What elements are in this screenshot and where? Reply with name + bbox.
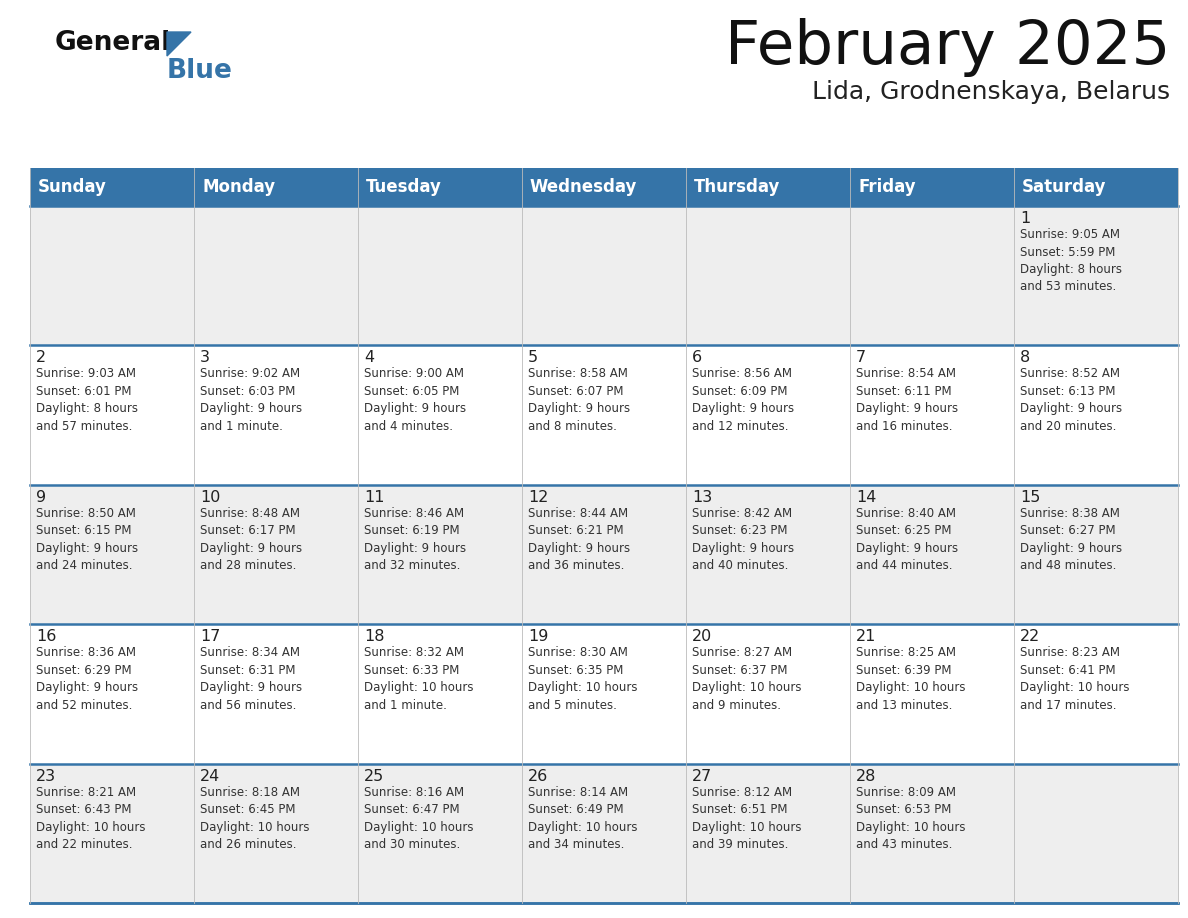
- Bar: [30, 485, 1178, 624]
- Text: 28: 28: [857, 768, 877, 784]
- Text: Sunrise: 9:02 AM
Sunset: 6:03 PM
Daylight: 9 hours
and 1 minute.: Sunrise: 9:02 AM Sunset: 6:03 PM Dayligh…: [200, 367, 302, 433]
- Text: 19: 19: [527, 629, 549, 644]
- Text: Sunrise: 8:21 AM
Sunset: 6:43 PM
Daylight: 10 hours
and 22 minutes.: Sunrise: 8:21 AM Sunset: 6:43 PM Dayligh…: [36, 786, 145, 851]
- Bar: [30, 764, 1178, 903]
- Text: Sunrise: 8:46 AM
Sunset: 6:19 PM
Daylight: 9 hours
and 32 minutes.: Sunrise: 8:46 AM Sunset: 6:19 PM Dayligh…: [364, 507, 466, 572]
- Text: 3: 3: [200, 351, 210, 365]
- Text: 13: 13: [691, 490, 713, 505]
- Text: Sunrise: 8:44 AM
Sunset: 6:21 PM
Daylight: 9 hours
and 36 minutes.: Sunrise: 8:44 AM Sunset: 6:21 PM Dayligh…: [527, 507, 630, 572]
- Text: Sunrise: 8:12 AM
Sunset: 6:51 PM
Daylight: 10 hours
and 39 minutes.: Sunrise: 8:12 AM Sunset: 6:51 PM Dayligh…: [691, 786, 802, 851]
- Text: 2: 2: [36, 351, 46, 365]
- Text: Sunrise: 8:36 AM
Sunset: 6:29 PM
Daylight: 9 hours
and 52 minutes.: Sunrise: 8:36 AM Sunset: 6:29 PM Dayligh…: [36, 646, 138, 711]
- Text: Tuesday: Tuesday: [366, 178, 442, 196]
- Text: Sunrise: 8:14 AM
Sunset: 6:49 PM
Daylight: 10 hours
and 34 minutes.: Sunrise: 8:14 AM Sunset: 6:49 PM Dayligh…: [527, 786, 638, 851]
- Text: 14: 14: [857, 490, 877, 505]
- Text: 7: 7: [857, 351, 866, 365]
- Text: Sunrise: 8:32 AM
Sunset: 6:33 PM
Daylight: 10 hours
and 1 minute.: Sunrise: 8:32 AM Sunset: 6:33 PM Dayligh…: [364, 646, 474, 711]
- Text: 20: 20: [691, 629, 713, 644]
- Text: Sunrise: 8:48 AM
Sunset: 6:17 PM
Daylight: 9 hours
and 28 minutes.: Sunrise: 8:48 AM Sunset: 6:17 PM Dayligh…: [200, 507, 302, 572]
- Text: 12: 12: [527, 490, 549, 505]
- Text: Sunday: Sunday: [38, 178, 107, 196]
- Text: Sunrise: 8:34 AM
Sunset: 6:31 PM
Daylight: 9 hours
and 56 minutes.: Sunrise: 8:34 AM Sunset: 6:31 PM Dayligh…: [200, 646, 302, 711]
- Text: 17: 17: [200, 629, 221, 644]
- Text: Blue: Blue: [168, 58, 233, 84]
- Text: Lida, Grodnenskaya, Belarus: Lida, Grodnenskaya, Belarus: [811, 80, 1170, 104]
- Text: Sunrise: 8:56 AM
Sunset: 6:09 PM
Daylight: 9 hours
and 12 minutes.: Sunrise: 8:56 AM Sunset: 6:09 PM Dayligh…: [691, 367, 794, 433]
- Text: Sunrise: 9:00 AM
Sunset: 6:05 PM
Daylight: 9 hours
and 4 minutes.: Sunrise: 9:00 AM Sunset: 6:05 PM Dayligh…: [364, 367, 466, 433]
- Text: Sunrise: 8:40 AM
Sunset: 6:25 PM
Daylight: 9 hours
and 44 minutes.: Sunrise: 8:40 AM Sunset: 6:25 PM Dayligh…: [857, 507, 959, 572]
- Text: 1: 1: [1020, 211, 1030, 226]
- Text: 25: 25: [364, 768, 384, 784]
- Text: Sunrise: 8:23 AM
Sunset: 6:41 PM
Daylight: 10 hours
and 17 minutes.: Sunrise: 8:23 AM Sunset: 6:41 PM Dayligh…: [1020, 646, 1130, 711]
- Text: Sunrise: 8:58 AM
Sunset: 6:07 PM
Daylight: 9 hours
and 8 minutes.: Sunrise: 8:58 AM Sunset: 6:07 PM Dayligh…: [527, 367, 630, 433]
- Text: 9: 9: [36, 490, 46, 505]
- Text: Thursday: Thursday: [694, 178, 781, 196]
- Text: 27: 27: [691, 768, 713, 784]
- Text: 22: 22: [1020, 629, 1041, 644]
- Text: 6: 6: [691, 351, 702, 365]
- Text: Sunrise: 8:38 AM
Sunset: 6:27 PM
Daylight: 9 hours
and 48 minutes.: Sunrise: 8:38 AM Sunset: 6:27 PM Dayligh…: [1020, 507, 1123, 572]
- Text: Sunrise: 8:16 AM
Sunset: 6:47 PM
Daylight: 10 hours
and 30 minutes.: Sunrise: 8:16 AM Sunset: 6:47 PM Dayligh…: [364, 786, 474, 851]
- Text: 10: 10: [200, 490, 221, 505]
- Text: Sunrise: 8:30 AM
Sunset: 6:35 PM
Daylight: 10 hours
and 5 minutes.: Sunrise: 8:30 AM Sunset: 6:35 PM Dayligh…: [527, 646, 638, 711]
- Bar: [358, 168, 522, 206]
- Text: Friday: Friday: [858, 178, 916, 196]
- Text: Sunrise: 8:25 AM
Sunset: 6:39 PM
Daylight: 10 hours
and 13 minutes.: Sunrise: 8:25 AM Sunset: 6:39 PM Dayligh…: [857, 646, 966, 711]
- Text: February 2025: February 2025: [725, 18, 1170, 77]
- Text: 4: 4: [364, 351, 374, 365]
- Bar: [30, 345, 1178, 485]
- Text: General: General: [55, 30, 171, 56]
- Bar: [685, 168, 849, 206]
- Text: 8: 8: [1020, 351, 1030, 365]
- Text: 26: 26: [527, 768, 548, 784]
- Text: 21: 21: [857, 629, 877, 644]
- Bar: [194, 168, 358, 206]
- Bar: [522, 168, 685, 206]
- Bar: [30, 624, 1178, 764]
- Text: Sunrise: 8:42 AM
Sunset: 6:23 PM
Daylight: 9 hours
and 40 minutes.: Sunrise: 8:42 AM Sunset: 6:23 PM Dayligh…: [691, 507, 794, 572]
- Text: 24: 24: [200, 768, 220, 784]
- Text: 18: 18: [364, 629, 385, 644]
- Text: Sunrise: 8:52 AM
Sunset: 6:13 PM
Daylight: 9 hours
and 20 minutes.: Sunrise: 8:52 AM Sunset: 6:13 PM Dayligh…: [1020, 367, 1123, 433]
- Text: Sunrise: 8:27 AM
Sunset: 6:37 PM
Daylight: 10 hours
and 9 minutes.: Sunrise: 8:27 AM Sunset: 6:37 PM Dayligh…: [691, 646, 802, 711]
- Bar: [30, 206, 1178, 345]
- Text: Sunrise: 8:54 AM
Sunset: 6:11 PM
Daylight: 9 hours
and 16 minutes.: Sunrise: 8:54 AM Sunset: 6:11 PM Dayligh…: [857, 367, 959, 433]
- Bar: [849, 168, 1015, 206]
- Text: 5: 5: [527, 351, 538, 365]
- Text: 16: 16: [36, 629, 56, 644]
- Text: 15: 15: [1020, 490, 1041, 505]
- Text: 23: 23: [36, 768, 56, 784]
- Text: 11: 11: [364, 490, 385, 505]
- Bar: [30, 168, 194, 206]
- Bar: [1015, 168, 1178, 206]
- Text: Sunrise: 8:09 AM
Sunset: 6:53 PM
Daylight: 10 hours
and 43 minutes.: Sunrise: 8:09 AM Sunset: 6:53 PM Dayligh…: [857, 786, 966, 851]
- Text: Monday: Monday: [202, 178, 276, 196]
- Text: Wednesday: Wednesday: [530, 178, 638, 196]
- Text: Sunrise: 8:50 AM
Sunset: 6:15 PM
Daylight: 9 hours
and 24 minutes.: Sunrise: 8:50 AM Sunset: 6:15 PM Dayligh…: [36, 507, 138, 572]
- Text: Saturday: Saturday: [1022, 178, 1106, 196]
- Polygon shape: [168, 32, 191, 56]
- Text: Sunrise: 8:18 AM
Sunset: 6:45 PM
Daylight: 10 hours
and 26 minutes.: Sunrise: 8:18 AM Sunset: 6:45 PM Dayligh…: [200, 786, 310, 851]
- Text: Sunrise: 9:03 AM
Sunset: 6:01 PM
Daylight: 8 hours
and 57 minutes.: Sunrise: 9:03 AM Sunset: 6:01 PM Dayligh…: [36, 367, 138, 433]
- Text: Sunrise: 9:05 AM
Sunset: 5:59 PM
Daylight: 8 hours
and 53 minutes.: Sunrise: 9:05 AM Sunset: 5:59 PM Dayligh…: [1020, 228, 1121, 294]
